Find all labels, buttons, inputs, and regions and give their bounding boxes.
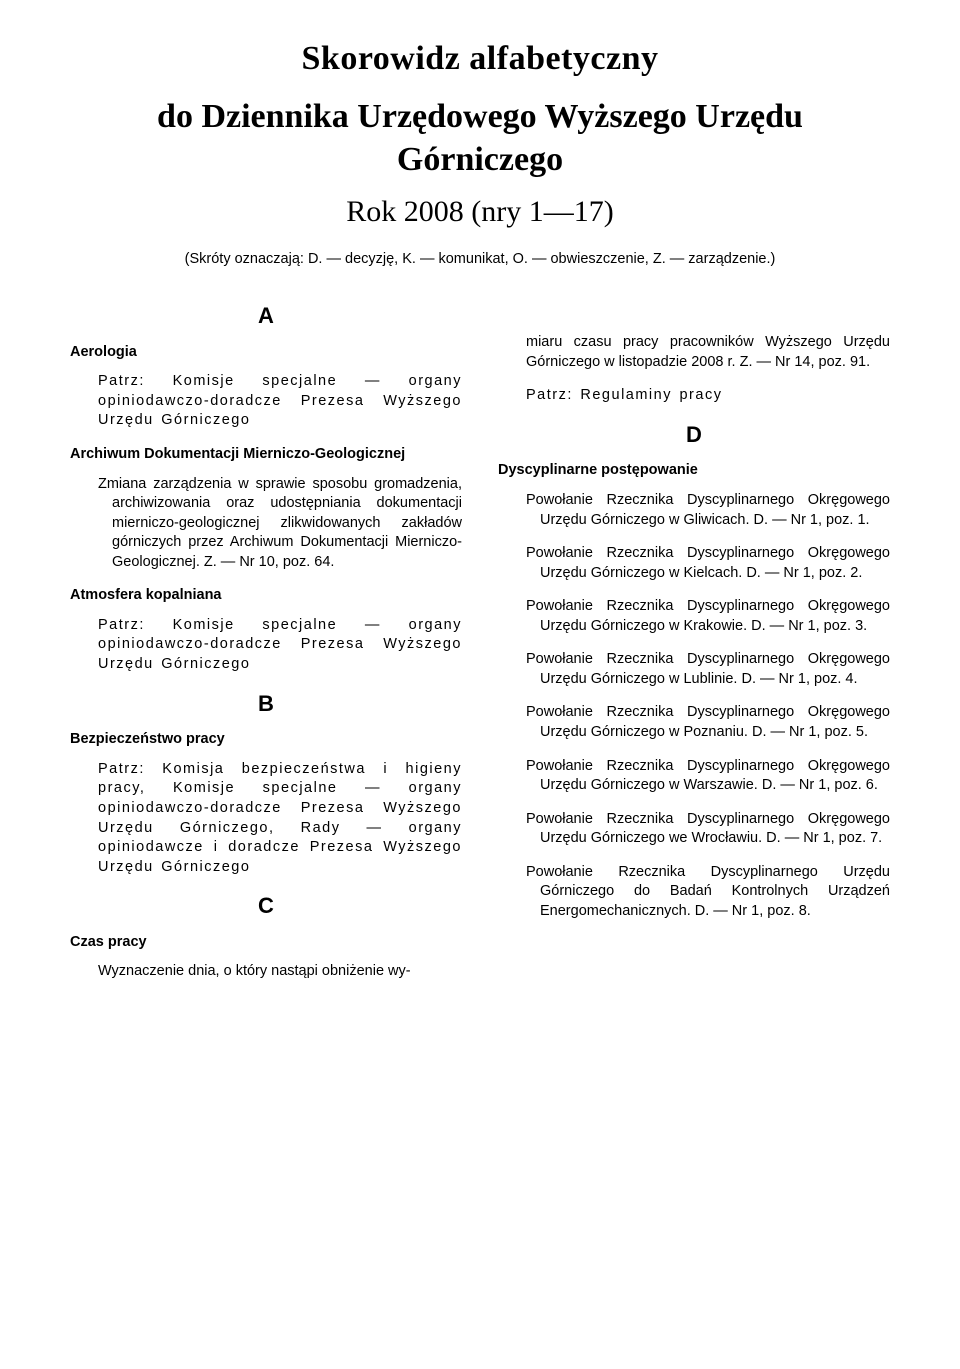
- see-atmosfera: Patrz: Komisje specjalne — organy opinio…: [98, 616, 462, 675]
- entry-czas-continued: miaru czasu pracy pracowników Wyższego U…: [526, 333, 890, 372]
- abbreviations-note: (Skróty oznaczają: D. — decyzję, K. — ko…: [70, 251, 890, 267]
- title-line-2: do Dziennika Urzędowego Wyższego Urzędu …: [70, 96, 890, 181]
- section-letter-a: A: [70, 301, 462, 331]
- entry-d3: Powołanie Rzecznika Dyscyplinarnego Okrę…: [526, 597, 890, 636]
- right-column: miaru czasu pracy pracowników Wyższego U…: [498, 295, 890, 982]
- title-block: Skorowidz alfabetyczny do Dziennika Urzę…: [70, 40, 890, 267]
- heading-atmosfera: Atmosfera kopalniana: [70, 586, 462, 606]
- title-line-1: Skorowidz alfabetyczny: [70, 40, 890, 78]
- heading-dyscyplinarne: Dyscyplinarne postępowanie: [498, 461, 890, 481]
- section-letter-b: B: [70, 689, 462, 719]
- title-line-3: Rok 2008 (nry 1—17): [70, 195, 890, 229]
- entry-d8: Powołanie Rzecznika Dyscyplinarnego Urzę…: [526, 863, 890, 922]
- heading-bezpieczenstwo: Bezpieczeństwo pracy: [70, 730, 462, 750]
- see-czas: Patrz: Regulaminy pracy: [526, 386, 890, 406]
- heading-aerologia: Aerologia: [70, 343, 462, 363]
- entry-d4: Powołanie Rzecznika Dyscyplinarnego Okrę…: [526, 650, 890, 689]
- columns: A Aerologia Patrz: Komisje specjalne — o…: [70, 295, 890, 982]
- left-column: A Aerologia Patrz: Komisje specjalne — o…: [70, 295, 462, 982]
- entry-d2: Powołanie Rzecznika Dyscyplinarnego Okrę…: [526, 544, 890, 583]
- entry-archiwum: Zmiana zarządzenia w sprawie sposobu gro…: [98, 475, 462, 573]
- heading-archiwum: Archiwum Dokumentacji Mierniczo-Geologic…: [70, 445, 462, 465]
- see-aerologia: Patrz: Komisje specjalne — organy opinio…: [98, 372, 462, 431]
- entry-d7: Powołanie Rzecznika Dyscyplinarnego Okrę…: [526, 810, 890, 849]
- entry-d5: Powołanie Rzecznika Dyscyplinarnego Okrę…: [526, 703, 890, 742]
- page: Skorowidz alfabetyczny do Dziennika Urzę…: [0, 0, 960, 1369]
- entry-czas-part: Wyznaczenie dnia, o który nastąpi obniże…: [98, 962, 462, 982]
- section-letter-d: D: [498, 420, 890, 450]
- entry-d6: Powołanie Rzecznika Dyscyplinarnego Okrę…: [526, 757, 890, 796]
- heading-czas: Czas pracy: [70, 933, 462, 953]
- entry-d1: Powołanie Rzecznika Dyscyplinarnego Okrę…: [526, 491, 890, 530]
- section-letter-c: C: [70, 891, 462, 921]
- see-bezpieczenstwo: Patrz: Komisja bezpieczeństwa i higieny …: [98, 760, 462, 877]
